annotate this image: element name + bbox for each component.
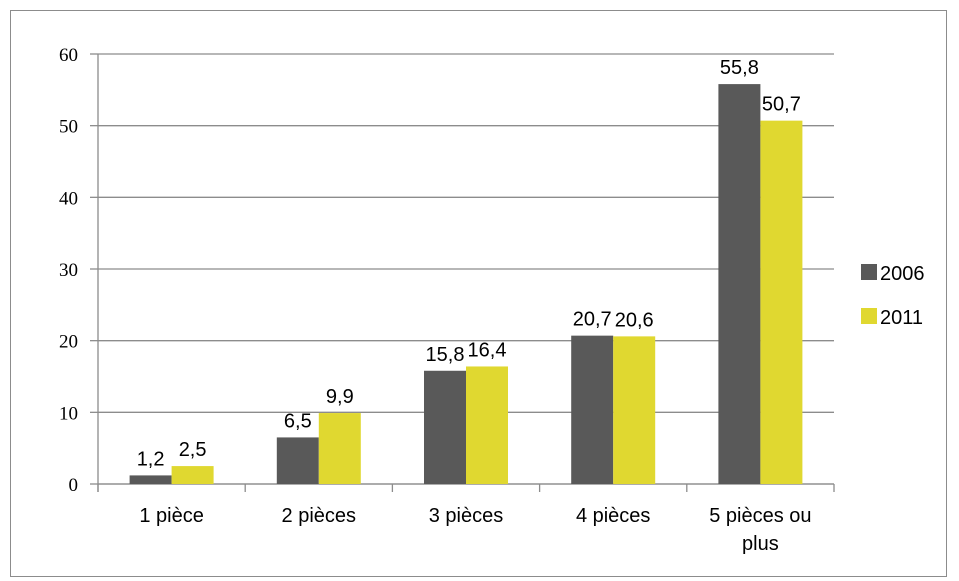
y-tick-label: 30 xyxy=(59,260,78,281)
bar-2011 xyxy=(318,413,361,484)
data-label-2006: 55,8 xyxy=(720,57,759,79)
y-tick-label: 40 xyxy=(59,188,78,209)
y-tick-label: 50 xyxy=(59,117,78,138)
x-tick-label: 2 pièces xyxy=(282,505,357,527)
bar-2011 xyxy=(466,366,508,484)
legend-swatch-2011 xyxy=(861,308,877,324)
x-tick-label: 1 pièce xyxy=(139,505,204,527)
bar-2006 xyxy=(424,370,466,484)
data-label-2011: 50,7 xyxy=(762,94,801,116)
y-tick-label: 60 xyxy=(59,45,78,66)
data-label-2006: 1,2 xyxy=(137,448,165,470)
data-label-2006: 15,8 xyxy=(426,344,465,366)
data-label-2011: 16,4 xyxy=(468,339,507,361)
y-tick-label: 10 xyxy=(59,403,78,424)
legend-label-2011: 2011 xyxy=(880,307,923,329)
bar-2006 xyxy=(571,335,614,484)
x-tick-label: 5 pièces ou xyxy=(709,505,811,527)
legend-label-2006: 2006 xyxy=(880,263,925,285)
bar-2011 xyxy=(613,336,656,484)
data-label-2011: 20,6 xyxy=(615,309,654,331)
x-tick-label: 3 pièces xyxy=(429,505,504,527)
bar-2006 xyxy=(276,437,319,484)
data-label-2011: 9,9 xyxy=(326,386,354,408)
x-tick-label: 4 pièces xyxy=(576,505,651,527)
data-label-2011: 2,5 xyxy=(179,439,207,461)
bar-2011 xyxy=(171,466,214,484)
x-tick-label: plus xyxy=(742,533,779,555)
y-tick-label: 0 xyxy=(69,475,79,496)
legend-swatch-2006 xyxy=(861,264,877,280)
bar-2006 xyxy=(129,475,172,484)
bar-2006 xyxy=(718,84,761,484)
data-label-2006: 20,7 xyxy=(573,309,612,331)
bar-2011 xyxy=(760,120,803,485)
y-tick-label: 20 xyxy=(59,332,78,353)
data-label-2006: 6,5 xyxy=(284,410,312,432)
